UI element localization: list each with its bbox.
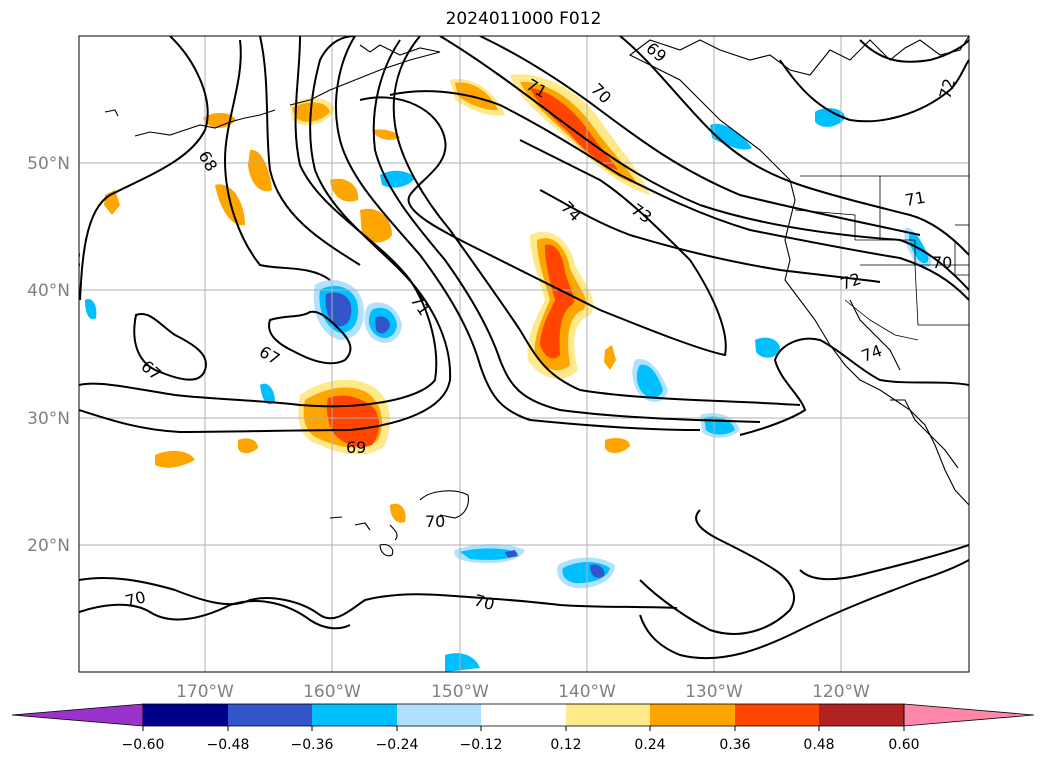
cold-patch [815,108,845,127]
colorbar-min-extension [11,703,144,727]
lat-label: 30°N [27,409,70,429]
cold-patch [710,123,752,150]
lat-label: 50°N [27,154,70,174]
warm-patch [605,438,630,454]
map-title: 2024011000 F012 [445,9,602,29]
colorbar-segment [312,704,397,726]
warm-patch [155,450,195,468]
contour-label: 70 [123,587,148,611]
latitude-labels: 50°N 40°N 30°N 20°N [27,154,70,556]
colorbar-tick-label: 0.36 [719,737,750,753]
colorbar-tick-label: 0.12 [550,737,581,753]
colorbar-segment [143,704,228,726]
colorbar-tick-label: −0.36 [291,737,334,753]
lon-label: 170°W [176,682,234,702]
lon-label: 150°W [431,682,489,702]
colorbar-frame [142,703,905,727]
contour-label: 72 [936,76,960,101]
colorbar-tick-label: −0.48 [207,737,250,753]
cold-patch [636,364,663,398]
longitude-labels: 170°W 160°W 150°W 140°W 130°W 120°W [176,682,870,702]
colorbar-tick-label: −0.60 [122,737,165,753]
coastlines [104,36,969,557]
colorbar-tick-label: −0.12 [460,737,503,753]
warm-patch [372,129,400,140]
colorbar-segment [481,704,566,726]
warm-patch [248,149,272,192]
contour-label: 70 [425,512,445,531]
colorbar-segment [566,704,650,726]
cold-patch [375,316,390,334]
colorbar-ticks [142,726,905,731]
warm-patch [360,208,392,243]
warm-patch [530,88,618,170]
colorbar-max-extension [903,703,1035,727]
cold-patch [445,653,480,672]
cold-patch [85,299,97,320]
shaded-anomalies [85,74,932,672]
colorbar-segment [397,704,481,726]
colorbar-tick-label: 0.60 [888,737,919,753]
lon-label: 160°W [303,682,361,702]
warm-patch [455,82,498,111]
colorbar-segment [228,704,312,726]
cold-patch [260,383,275,405]
lat-label: 40°N [27,281,70,301]
cold-patch [590,564,605,578]
lon-label: 140°W [558,682,616,702]
height-contours [79,36,969,660]
contour-label: 68 [65,250,84,270]
colorbar-segment [735,704,819,726]
cold-patch [755,337,780,358]
colorbar-segment [819,704,904,726]
warm-patch [203,112,236,128]
colorbar-segment [650,704,735,726]
contour-label: 70 [472,591,497,615]
map-panel: 68 68 67 67 69 70 70 70 71 71 70 74 73 7… [65,36,969,672]
cold-patch [460,548,518,560]
warm-patch [540,244,575,359]
contour-label: 70 [932,253,952,272]
graticule [79,36,969,672]
warm-patch [238,438,258,454]
lon-label: 130°W [685,682,743,702]
warm-patch [390,503,406,523]
warm-patch [604,345,616,370]
warm-patch [330,178,359,202]
warm-patch [326,395,380,447]
colorbar-tick-label: 0.48 [803,737,834,753]
lon-label: 120°W [812,682,870,702]
colorbar: −0.60 −0.48 −0.36 −0.24 −0.12 0.12 0.24 … [11,703,1035,753]
map-frame [78,35,970,673]
cold-patch [505,550,518,558]
contour-label: 71 [903,188,926,210]
colorbar-tick-label: −0.24 [376,737,419,753]
contour-label: 69 [346,438,366,457]
colorbar-tick-label: 0.24 [634,737,665,753]
lat-label: 20°N [27,536,70,556]
